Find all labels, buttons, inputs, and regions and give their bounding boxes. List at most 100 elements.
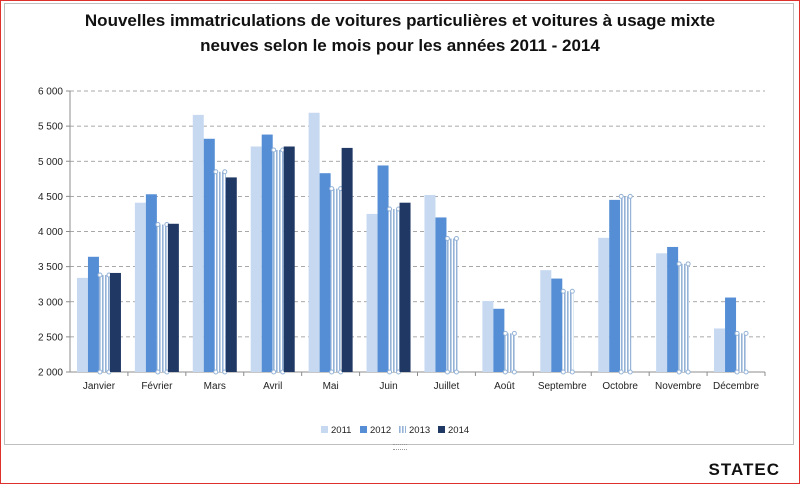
bar-marker bbox=[155, 369, 161, 375]
bar-marker bbox=[676, 261, 682, 267]
bar-2014-Février bbox=[167, 223, 179, 372]
bar-2012-Février bbox=[145, 194, 157, 372]
y-tick-label: 6 000 bbox=[38, 87, 63, 98]
x-tick-label: Avril bbox=[263, 381, 282, 392]
bar-2012-Janvier bbox=[87, 256, 99, 372]
y-tick-label: 4 500 bbox=[38, 192, 63, 203]
bar-marker bbox=[502, 369, 508, 375]
bar-marker bbox=[453, 236, 459, 242]
bar-2012-Septembre bbox=[551, 278, 563, 372]
legend-swatch-2011 bbox=[321, 426, 328, 433]
bar-2011-Juillet bbox=[424, 194, 436, 372]
bar-marker bbox=[734, 369, 740, 375]
bar-2014-Avril bbox=[283, 146, 295, 372]
statec-logo: STATEC bbox=[708, 460, 780, 479]
bar-2014-Juin bbox=[399, 202, 411, 372]
bar-2011-Mars bbox=[192, 114, 204, 372]
resize-handle[interactable] bbox=[393, 444, 407, 450]
y-tick-label: 2 000 bbox=[38, 368, 63, 379]
chart-title: Nouvelles immatriculations de voitures p… bbox=[0, 8, 800, 58]
legend-label-2014: 2014 bbox=[448, 425, 469, 436]
bar-marker bbox=[213, 369, 219, 375]
bar-2011-Novembre bbox=[656, 253, 668, 372]
bar-2011-Octobre bbox=[598, 237, 610, 372]
chart-title-line1: Nouvelles immatriculations de voitures p… bbox=[84, 11, 716, 30]
bar-2011-Août bbox=[482, 301, 494, 372]
axis-labels: 2 000 2 500 3 000 3 500 4 000 4 500 5 000 5 500… bbox=[38, 87, 760, 393]
y-tick-label: 5 000 bbox=[38, 157, 63, 168]
bar-marker bbox=[329, 186, 335, 192]
bar-2012-Novembre bbox=[667, 246, 679, 372]
bar-marker bbox=[560, 369, 566, 375]
bar-marker bbox=[511, 330, 517, 336]
x-tick-label: Janvier bbox=[83, 381, 116, 392]
bar-2012-Août bbox=[493, 308, 505, 372]
bar-marker bbox=[387, 206, 393, 212]
x-tick-label: Février bbox=[141, 381, 173, 392]
y-tick-label: 3 500 bbox=[38, 262, 63, 273]
y-tick-label: 3 000 bbox=[38, 297, 63, 308]
axes bbox=[66, 90, 766, 376]
legend-swatch-2014 bbox=[438, 426, 445, 433]
y-tick-label: 5 500 bbox=[38, 122, 63, 133]
bar-2011-Avril bbox=[250, 146, 262, 372]
bar-marker bbox=[743, 369, 749, 375]
bar-2011-Janvier bbox=[76, 277, 88, 372]
bar-marker bbox=[685, 369, 691, 375]
bar-2013-Septembre bbox=[562, 291, 574, 372]
bar-2013-Août bbox=[504, 333, 516, 372]
bar-2013-Avril bbox=[272, 150, 284, 372]
bar-2013-Juillet bbox=[446, 238, 458, 372]
bar-2012-Juillet bbox=[435, 217, 447, 372]
x-tick-label: Mars bbox=[204, 381, 226, 392]
bar-marker bbox=[511, 369, 517, 375]
bar-2013-Mars bbox=[214, 171, 226, 372]
bar-marker bbox=[329, 369, 335, 375]
x-tick-label: Août bbox=[494, 381, 515, 392]
bar-marker bbox=[97, 272, 103, 278]
legend-label-2013: 2013 bbox=[409, 425, 430, 436]
legend-label-2012: 2012 bbox=[370, 425, 391, 436]
bar-marker bbox=[213, 169, 219, 175]
x-tick-label: Juillet bbox=[434, 381, 460, 392]
bar-2012-Juin bbox=[377, 165, 389, 372]
bar-2012-Décembre bbox=[725, 297, 737, 372]
chart-title-line2: neuves selon le mois pour les années 201… bbox=[200, 36, 600, 55]
bar-2014-Mai bbox=[341, 147, 353, 372]
bar-2013-Juin bbox=[388, 209, 400, 372]
bar-marker bbox=[271, 147, 277, 153]
y-tick-label: 4 000 bbox=[38, 227, 63, 238]
bar-2012-Octobre bbox=[609, 199, 621, 372]
legend-swatch-2012 bbox=[360, 426, 367, 433]
bar-marker bbox=[444, 236, 450, 242]
bar-marker bbox=[155, 221, 161, 227]
x-tick-label: Septembre bbox=[538, 381, 587, 392]
bar-marker bbox=[560, 288, 566, 294]
legend-swatch-2013 bbox=[399, 426, 406, 433]
bar-marker bbox=[271, 369, 277, 375]
bar-2011-Juin bbox=[366, 213, 378, 372]
bar-2012-Mai bbox=[319, 173, 331, 372]
bar-2011-Février bbox=[134, 202, 146, 372]
bar-2013-Décembre bbox=[736, 333, 748, 372]
bar-marker bbox=[97, 369, 103, 375]
bar-marker bbox=[222, 169, 228, 175]
x-tick-label: Mai bbox=[323, 381, 339, 392]
x-tick-label: Décembre bbox=[713, 381, 760, 392]
bar-2013-Mai bbox=[330, 188, 342, 372]
bar-2012-Mars bbox=[203, 138, 215, 372]
x-tick-label: Octobre bbox=[602, 381, 638, 392]
bar-2011-Décembre bbox=[714, 328, 726, 372]
bar-2013-Octobre bbox=[620, 196, 632, 372]
bars bbox=[76, 112, 749, 375]
bar-marker bbox=[569, 288, 575, 294]
bar-2013-Février bbox=[156, 224, 168, 372]
bar-marker bbox=[627, 369, 633, 375]
bar-marker bbox=[453, 369, 459, 375]
x-tick-label: Novembre bbox=[655, 381, 702, 392]
legend: 2011 2012 2013 2014 bbox=[321, 425, 469, 436]
bar-marker bbox=[676, 369, 682, 375]
bar-marker bbox=[627, 193, 633, 199]
bar-2014-Mars bbox=[225, 177, 237, 372]
